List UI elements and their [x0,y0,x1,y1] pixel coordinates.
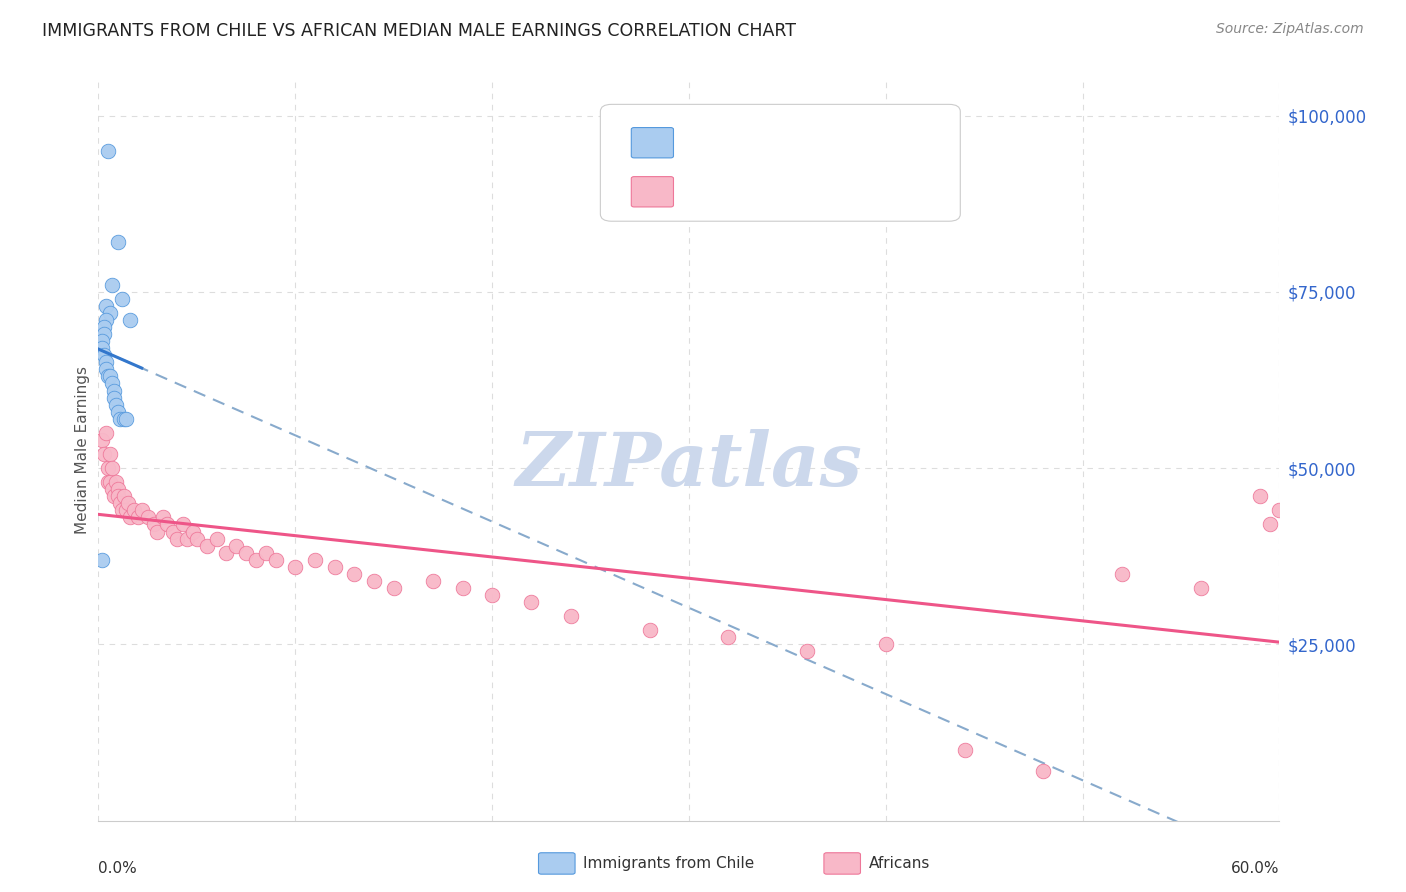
Point [186,532,208,546]
Point [97,475,120,490]
Point [172,517,194,532]
Point [115,503,138,517]
Point [115,411,138,425]
Point [91,341,114,355]
Point [105,475,128,490]
Point [1189,581,1212,595]
Point [560,609,582,624]
Point [103,489,125,503]
Point [136,510,159,524]
Point [235,546,257,560]
Point [264,553,287,567]
Point [195,539,218,553]
Point [205,532,228,546]
Point [101,482,124,496]
Point [117,496,139,510]
Point [166,532,188,546]
Point [108,411,131,425]
Point [1249,489,1271,503]
Point [520,595,543,609]
Point [215,546,238,560]
Point [101,277,124,292]
Point [101,376,124,391]
Point [717,630,740,644]
Text: ZIPatlas: ZIPatlas [516,429,862,501]
Point [93,327,115,342]
Point [382,581,405,595]
Point [638,624,661,638]
Point [98,306,121,320]
Text: 60.0%: 60.0% [1232,862,1279,876]
Point [1032,764,1054,779]
Y-axis label: Median Male Earnings: Median Male Earnings [75,367,90,534]
Text: Immigrants from Chile: Immigrants from Chile [583,856,755,871]
Point [112,411,135,425]
Point [127,510,149,524]
Point [152,510,174,524]
Point [146,524,169,539]
Point [1268,503,1291,517]
Point [107,405,129,419]
Point [91,334,114,348]
Point [96,299,118,313]
Point [96,313,118,327]
Point [96,362,118,376]
Point [98,447,121,461]
Point [1111,566,1133,581]
Point [98,369,121,384]
Point [323,559,346,574]
Text: R =  -0.425   N = 63: R = -0.425 N = 63 [685,183,853,201]
Point [953,743,976,757]
Point [451,581,474,595]
Point [122,503,145,517]
Point [97,369,120,384]
Point [91,553,114,567]
Point [103,391,125,405]
Point [97,461,120,475]
Point [93,348,115,362]
Point [112,489,135,503]
Point [422,574,444,588]
Point [245,553,267,567]
Point [343,566,366,581]
Point [107,489,129,503]
Point [118,313,141,327]
Point [111,292,134,306]
Point [105,398,128,412]
Point [118,510,141,524]
Text: Africans: Africans [869,856,931,871]
Point [875,637,897,651]
Point [107,235,129,250]
Point [111,503,134,517]
Point [97,144,120,158]
Point [1258,517,1281,532]
Point [162,524,184,539]
Point [93,320,115,334]
Point [96,355,118,369]
Point [156,517,179,532]
Point [796,644,818,658]
Point [96,425,118,440]
Point [481,588,503,602]
Point [363,574,385,588]
Text: R =  -0.141   N = 26: R = -0.141 N = 26 [685,134,853,152]
Point [304,553,326,567]
Point [103,384,125,398]
Text: Source: ZipAtlas.com: Source: ZipAtlas.com [1216,22,1364,37]
Point [284,559,307,574]
Point [108,496,131,510]
Point [181,524,204,539]
Text: IMMIGRANTS FROM CHILE VS AFRICAN MEDIAN MALE EARNINGS CORRELATION CHART: IMMIGRANTS FROM CHILE VS AFRICAN MEDIAN … [42,22,796,40]
Point [142,517,165,532]
Point [131,503,153,517]
Point [93,447,115,461]
Text: 0.0%: 0.0% [98,862,138,876]
Point [254,546,277,560]
Point [98,475,121,490]
Point [91,433,114,447]
Point [225,539,247,553]
Point [107,482,129,496]
Point [101,461,124,475]
Point [176,532,198,546]
